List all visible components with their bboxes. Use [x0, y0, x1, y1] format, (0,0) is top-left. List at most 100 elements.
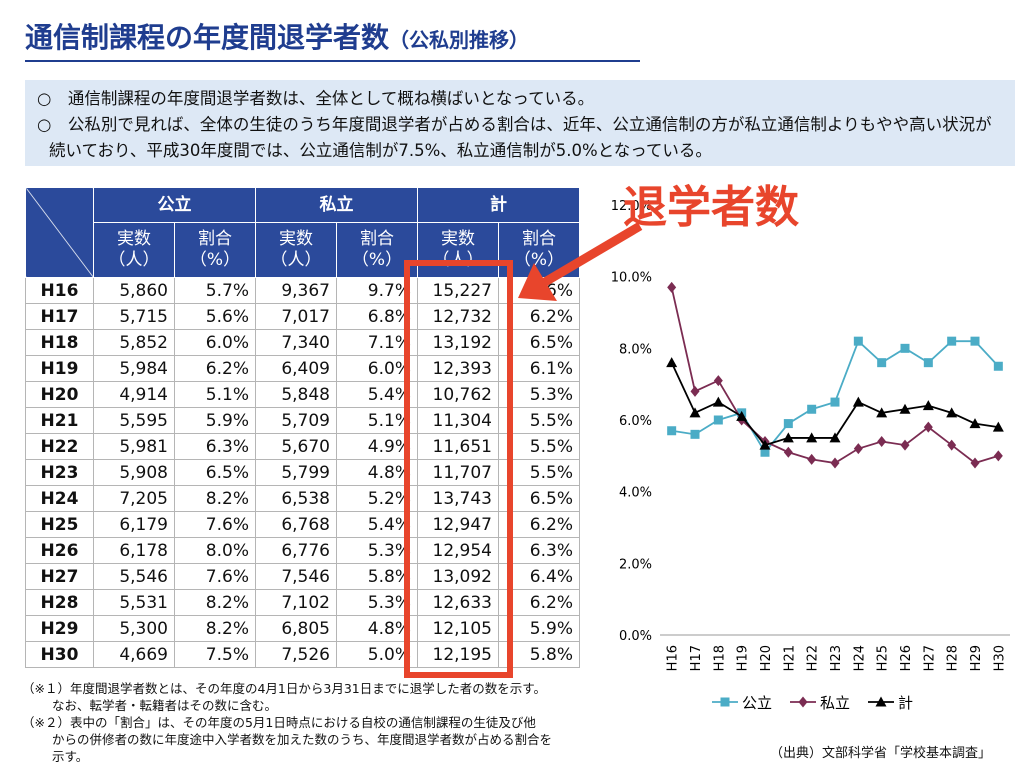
- cell: 12,195: [417, 641, 499, 668]
- annotation: 退学者数: [623, 182, 799, 233]
- x-tick-label: H22: [806, 645, 821, 671]
- arrow-shaft: [542, 222, 643, 286]
- y-tick-label: 8.0%: [619, 342, 652, 357]
- row: H28 5,531 8.2% 7,102 5.3% 12,633 6.2%: [25, 589, 580, 616]
- title-rule: [25, 60, 640, 62]
- marker: [946, 407, 958, 418]
- subheader-row: 実数 （人） 割合 （%） 実数 （人） 割合 （%） 実数 （人） 割合 （%）: [26, 222, 580, 278]
- x-tick-label: H18: [712, 645, 727, 671]
- source: （出典）文部科学省「学校基本調査」: [770, 746, 992, 761]
- x-tick-label: H19: [736, 645, 751, 671]
- marker: [830, 397, 840, 407]
- marker: [923, 421, 933, 433]
- y-tick-label: 4.0%: [619, 486, 652, 501]
- marker: [806, 432, 818, 443]
- cell: 13,192: [417, 329, 499, 356]
- marker: [947, 336, 957, 346]
- x-tick-label: H16: [666, 645, 681, 671]
- marker: [876, 407, 888, 418]
- x-tick-label: H29: [969, 645, 984, 671]
- cell: 5,984: [93, 355, 175, 382]
- cell: 7.5%: [174, 641, 256, 668]
- note-line: 示す。: [52, 749, 89, 764]
- cell: 12,393: [417, 355, 499, 382]
- subheader-line: 実数: [441, 229, 475, 249]
- cell: 5,709: [255, 407, 337, 434]
- marker: [712, 396, 724, 407]
- marker: [783, 419, 793, 429]
- x-tick-label: H17: [689, 645, 704, 671]
- marker: [782, 432, 794, 443]
- note-line: からの併修者の数に年度途中入学者数を加えた数のうち、年度間退学者数が占める割合を: [52, 732, 553, 747]
- marker: [899, 403, 911, 414]
- marker: [829, 432, 841, 443]
- cell: 6,805: [255, 615, 337, 642]
- cell: 5,670: [255, 433, 337, 460]
- row-header: H18: [25, 329, 94, 356]
- legend-label: 公立: [742, 694, 772, 712]
- marker: [923, 358, 933, 368]
- marker: [807, 404, 817, 414]
- row-header: H16: [25, 277, 94, 304]
- cell: 6.2%: [174, 355, 256, 382]
- bullet: ○ 通信制課程の年度間退学者数は、全体として概ね横ばいとなっている。: [37, 89, 595, 108]
- marker: [853, 443, 863, 455]
- x-tick-label: H25: [876, 645, 891, 671]
- cell: 13,743: [417, 485, 499, 512]
- subheader-line: （%）: [189, 250, 241, 270]
- cell: 11,651: [417, 433, 499, 460]
- marker: [689, 407, 701, 418]
- cell: 5.6%: [174, 303, 256, 330]
- highlight-box: [404, 260, 513, 678]
- marker: [798, 696, 808, 708]
- legend-label: 私立: [820, 694, 850, 712]
- row-header: H29: [25, 615, 94, 642]
- cell: 5,531: [93, 589, 175, 616]
- subheader-line: 割合: [360, 229, 394, 249]
- cell: 4,914: [93, 381, 175, 408]
- cell: 5.9%: [174, 407, 256, 434]
- cell: 7.6%: [174, 563, 256, 590]
- group-header: 計: [417, 187, 580, 223]
- cell: 6.3%: [174, 433, 256, 460]
- marker: [807, 453, 817, 465]
- note-line: （※１）年度間退学者数とは、その年度の4月1日から3月31日までに退学した者の数…: [22, 681, 546, 696]
- x-tick-label: H23: [829, 645, 844, 671]
- cell: 13,092: [417, 563, 499, 590]
- subheader-line: （人）: [270, 250, 322, 270]
- title-main: 通信制課程の年度間退学者数: [25, 21, 390, 54]
- marker: [970, 457, 980, 469]
- cell: 11,304: [417, 407, 499, 434]
- y-tick-label: 0.0%: [619, 629, 652, 644]
- marker: [922, 400, 934, 411]
- title-sub: （公私別推移）: [389, 28, 530, 52]
- row-header: H23: [25, 459, 94, 486]
- marker: [852, 396, 864, 407]
- subheader: 実数 （人）: [93, 222, 175, 278]
- y-tick-label: 12.0%: [611, 199, 652, 214]
- bullet-box: ○ 通信制課程の年度間退学者数は、全体として概ね横ばいとなっている。 ○ 公私別で…: [25, 80, 1015, 166]
- marker: [690, 429, 700, 439]
- x-tick-label: H21: [782, 645, 797, 671]
- marker: [877, 358, 887, 368]
- cell: 12,954: [417, 537, 499, 564]
- cell: 6,768: [255, 511, 337, 538]
- row: H23 5,908 6.5% 5,799 4.8% 11,707 5.5%: [25, 459, 580, 486]
- cell: 5,848: [255, 381, 337, 408]
- subheader-line: 実数: [279, 229, 313, 249]
- marker: [877, 436, 887, 447]
- cell: 7,205: [93, 485, 175, 512]
- marker: [667, 281, 677, 293]
- marker: [992, 421, 1004, 432]
- note-line: （※２）表中の「割合」は、その年度の5月1日時点における自校の通信制課程の生徒及…: [22, 715, 536, 730]
- marker: [947, 439, 957, 451]
- cell: 7,526: [255, 641, 337, 668]
- cell: 7,340: [255, 329, 337, 356]
- subheader-line: 実数: [117, 229, 151, 249]
- cell: 5,981: [93, 433, 175, 460]
- x-tick-label: H26: [899, 645, 914, 671]
- cell: 4,669: [93, 641, 175, 668]
- y-tick-label: 6.0%: [619, 414, 652, 429]
- marker: [993, 450, 1003, 462]
